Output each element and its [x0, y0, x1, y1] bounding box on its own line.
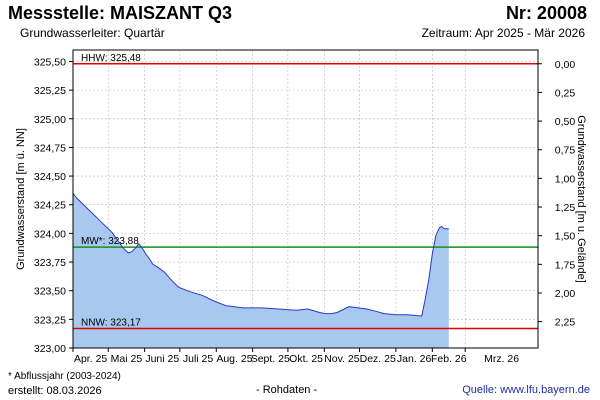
x-tick-label: Sept. 25 [251, 353, 290, 365]
y2-tick-label: 2,25 [555, 317, 576, 329]
aquifer-label: Grundwasserleiter: Quartär [20, 26, 165, 40]
y-tick-label: 325,25 [34, 85, 66, 97]
x-tick-label: Mrz. 26 [484, 353, 519, 365]
x-tick-label: Aug. 25 [216, 353, 252, 365]
y-tick-label: 324,25 [34, 200, 66, 212]
water-level-area [73, 193, 449, 348]
x-tick-label: Nov. 25 [324, 353, 360, 365]
station-title: Messstelle: MAISZANT Q3 [8, 3, 233, 23]
y2-tick-label: 1,75 [555, 259, 576, 271]
y2-tick-label: 2,00 [555, 288, 576, 300]
y-tick-label: 323,25 [34, 314, 66, 326]
ref-label-hhw: HHW: 325,48 [81, 53, 141, 64]
y2-tick-label: 1,50 [555, 231, 576, 243]
axes: 325,50 325,25 325,00 324,75 324,50 324,25 324,… [34, 56, 576, 365]
reference-lines: HHW: 325,48 MW*: 323,88 NNW: 323,17 [73, 53, 538, 330]
footnote: * Abflussjahr (2003-2024) [8, 371, 121, 382]
x-tick-label: Mai 25 [111, 353, 143, 365]
y2-tick-label: 0,50 [555, 116, 576, 128]
x-tick-label: Dez. 25 [360, 353, 396, 365]
y2-tick-label: 0,75 [555, 145, 576, 157]
y-tick-label: 324,00 [34, 228, 66, 240]
y-tick-label: 323,75 [34, 257, 66, 269]
y2-tick-label: 0,25 [555, 87, 576, 99]
y-tick-label: 325,00 [34, 114, 66, 126]
source-link[interactable]: Quelle: www.lfu.bayern.de [462, 384, 590, 396]
station-number: Nr: 20008 [505, 3, 587, 23]
y-tick-label: 323,00 [34, 343, 66, 355]
ref-label-nnw: NNW: 323,17 [81, 318, 141, 329]
y-tick-label: 324,50 [34, 171, 66, 183]
plot-frame [72, 49, 539, 349]
created-date: erstellt: 08.03.2026 [8, 385, 102, 397]
y2-tick-label: 0,00 [555, 59, 576, 71]
x-tick-label: Okt. 25 [289, 353, 323, 365]
x-tick-label: Juli 25 [183, 353, 214, 365]
period-label: Zeitraum: Apr 2025 - Mär 2026 [421, 26, 585, 40]
y-tick-label: 324,75 [34, 142, 66, 154]
y-tick-label: 325,50 [34, 56, 66, 68]
x-tick-label: Feb. 26 [431, 353, 467, 365]
y2-tick-label: 1,00 [555, 173, 576, 185]
y2-axis-label: Grundwasserstand [m u. Gelände] [575, 115, 587, 283]
x-tick-label: Jan. 26 [397, 353, 432, 365]
rawdata-label: - Rohdaten - [256, 384, 318, 396]
y2-tick-label: 1,25 [555, 202, 576, 214]
x-tick-label: Apr. 25 [74, 353, 107, 365]
x-tick-label: Juni 25 [145, 353, 179, 365]
water-level-line [72, 192, 449, 317]
ref-label-mw: MW*: 323,88 [81, 236, 139, 247]
y-tick-label: 323,50 [34, 286, 66, 298]
y-axis-label: Grundwasserstand [m ü. NN] [15, 128, 27, 270]
